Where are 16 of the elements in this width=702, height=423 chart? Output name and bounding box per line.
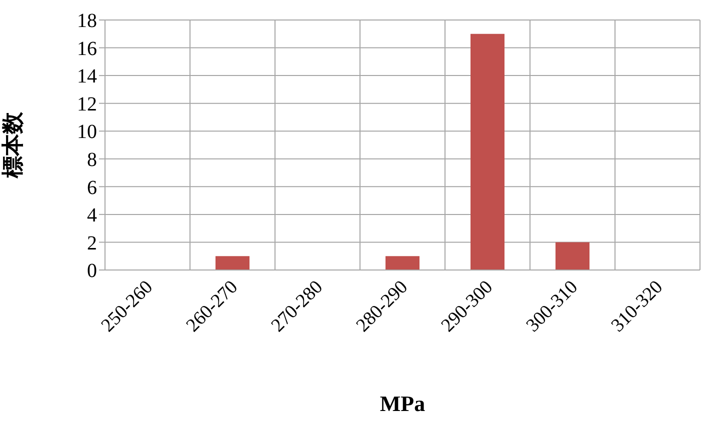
x-axis-title: MPa [380, 391, 426, 416]
bar [556, 242, 590, 270]
y-tick-label: 0 [87, 260, 97, 282]
y-tick-label: 8 [87, 148, 97, 171]
bar [216, 256, 250, 270]
y-tick-label: 12 [77, 93, 97, 116]
y-tick-label: 14 [77, 66, 97, 88]
bar [470, 34, 504, 270]
y-axis-title: 標本数 [0, 111, 25, 179]
y-tick-label: 16 [77, 38, 97, 60]
y-tick-label: 2 [87, 232, 97, 254]
bar [386, 256, 420, 270]
y-tick-label: 10 [77, 121, 97, 144]
y-tick-label: 6 [87, 176, 97, 199]
y-tick-label: 4 [87, 204, 97, 227]
y-tick-label: 18 [77, 10, 97, 32]
